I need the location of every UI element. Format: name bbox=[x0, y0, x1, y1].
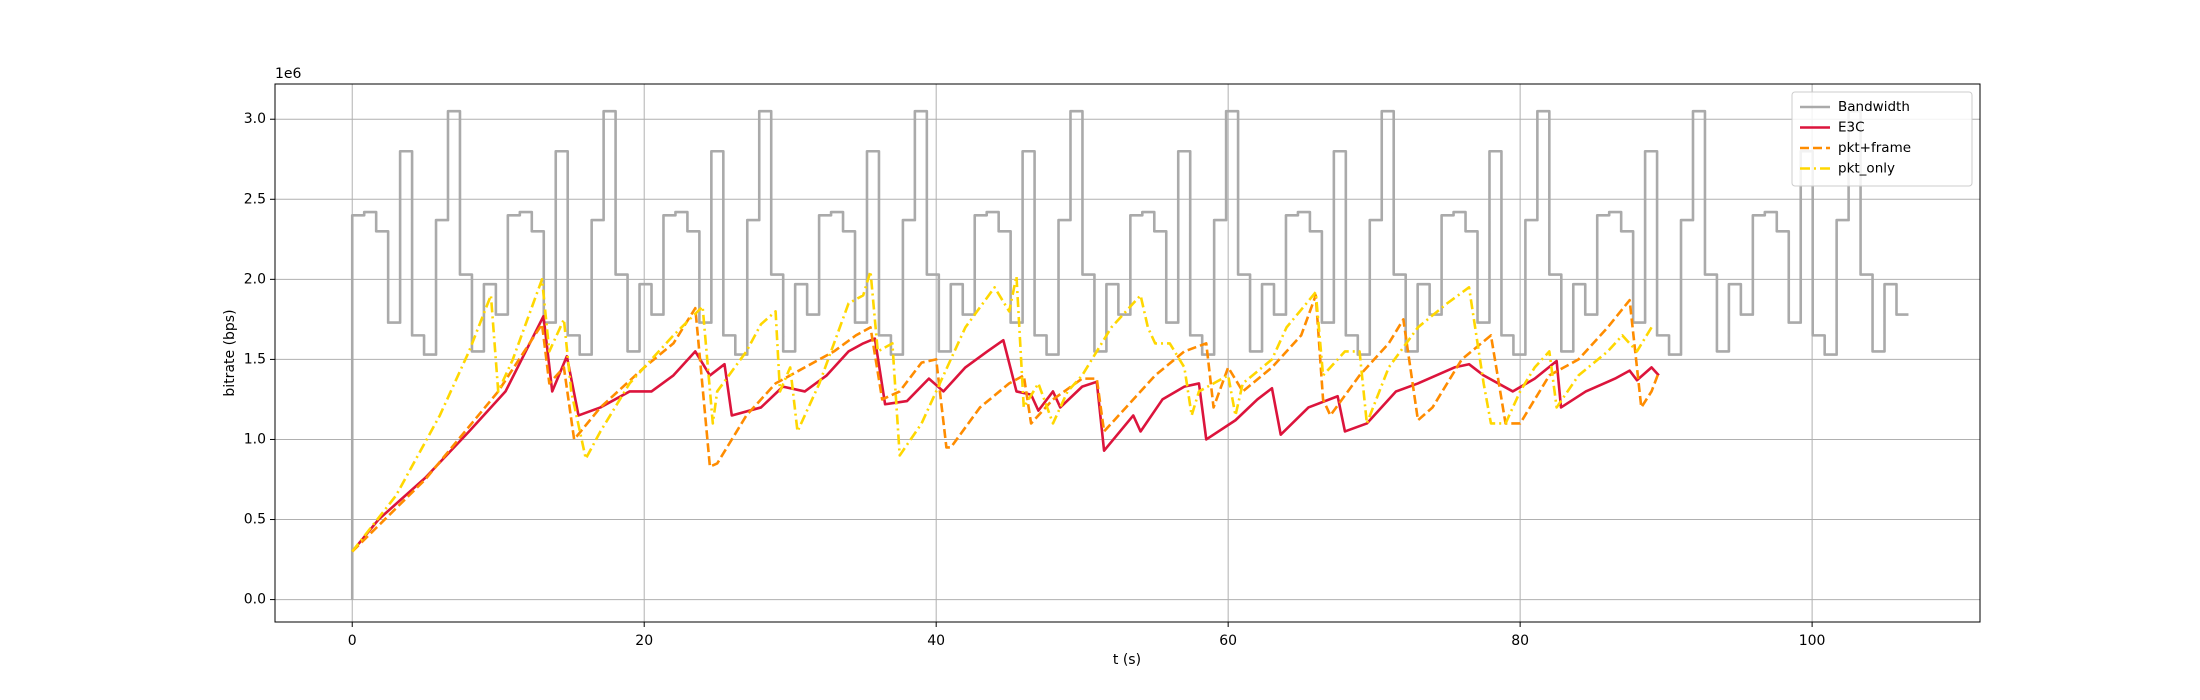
y-tick-label: 1.0 bbox=[244, 431, 266, 447]
y-tick-label: 2.0 bbox=[244, 271, 266, 287]
y-offset-label: 1e6 bbox=[275, 66, 302, 82]
y-tick-label: 3.0 bbox=[244, 111, 266, 127]
y-axis-label: bitrate (bps) bbox=[222, 309, 238, 396]
x-tick-label: 20 bbox=[635, 633, 653, 649]
y-tick-label: 2.5 bbox=[244, 191, 266, 207]
x-tick-label: 100 bbox=[1799, 633, 1826, 649]
legend-label: pkt+frame bbox=[1838, 140, 1911, 156]
data-line bbox=[351, 294, 1661, 553]
legend-label: E3C bbox=[1838, 120, 1865, 136]
data-line bbox=[350, 109, 1909, 600]
y-tick-label: 0.0 bbox=[244, 592, 266, 608]
legend-label: pkt_only bbox=[1838, 161, 1895, 177]
x-tick-label: 80 bbox=[1511, 633, 1529, 649]
x-tick-label: 40 bbox=[927, 633, 945, 649]
legend-label: Bandwidth bbox=[1838, 99, 1910, 115]
x-axis-label: t (s) bbox=[1113, 652, 1141, 668]
y-tick-label: 0.5 bbox=[244, 512, 266, 528]
data-line bbox=[351, 270, 1653, 553]
x-tick-label: 0 bbox=[348, 633, 357, 649]
y-tick-label: 1.5 bbox=[244, 351, 266, 367]
data-line bbox=[351, 314, 1660, 553]
plot-frame bbox=[274, 83, 1981, 623]
legend-box bbox=[1791, 91, 1973, 187]
x-tick-label: 60 bbox=[1219, 633, 1237, 649]
